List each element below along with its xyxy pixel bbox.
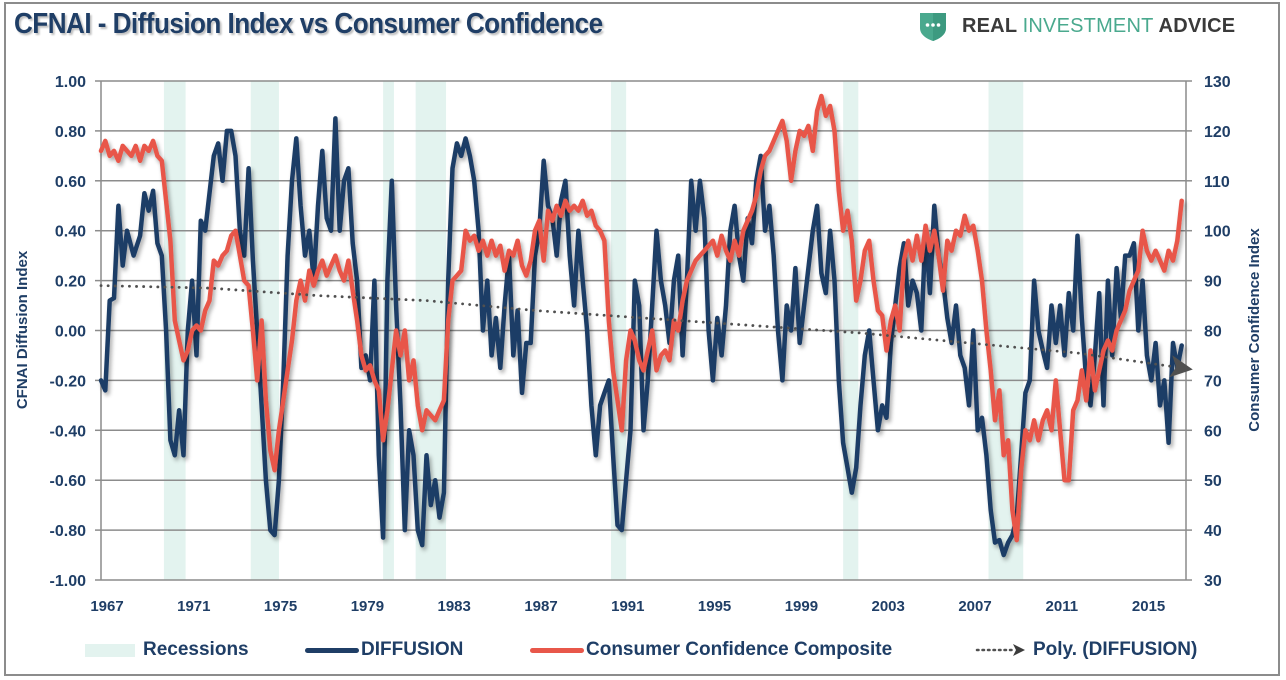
x-tick-label: 2003 — [872, 598, 905, 615]
legend-swatch-recessions — [85, 643, 135, 657]
x-tick-label: 2007 — [958, 598, 991, 615]
legend-item-consumer-confidence[interactable]: Consumer Confidence Composite — [530, 639, 892, 661]
y2-tick-label: 120 — [1204, 124, 1231, 141]
y2-tick-label: 130 — [1204, 74, 1231, 91]
y2-tick-label: 100 — [1204, 224, 1231, 241]
y2-tick-label: 70 — [1204, 373, 1222, 390]
y-tick-label: -0.40 — [50, 423, 87, 440]
brand-name: REAL INVESTMENT ADVICE — [962, 15, 1235, 38]
y-tick-label: 0.80 — [55, 124, 86, 141]
y-axis-label: CFNAI Diffusion Index — [14, 250, 31, 409]
chart-svg: 1.00 0.80 0.60 0.40 0.20 0.00 -0.20 -0.40 -0.60 -… — [14, 74, 1263, 615]
legend-label: Recessions — [143, 639, 249, 660]
legend-item-diffusion[interactable]: DIFFUSION — [305, 639, 463, 661]
y2-tick-label: 60 — [1204, 423, 1222, 440]
y2-tick-label: 90 — [1204, 274, 1222, 291]
x-tick-label: 1999 — [785, 598, 818, 615]
y2-tick-label: 50 — [1204, 473, 1222, 490]
x-tick-label: 1983 — [438, 598, 471, 615]
y-tick-label: 0.40 — [55, 224, 86, 241]
y-tick-label: 0.60 — [55, 174, 86, 191]
dotted-arrow-icon — [975, 644, 1025, 656]
brand-name-part3: ADVICE — [1153, 14, 1236, 37]
series-layer — [98, 93, 1193, 558]
x-tick-label: 1975 — [264, 598, 297, 615]
chart-frame — [4, 2, 1280, 676]
legend-label: Poly. (DIFFUSION) — [1033, 639, 1198, 660]
y-tick-label: 0.20 — [55, 274, 86, 291]
chart-legend: Recessions DIFFUSION Consumer Confidence… — [0, 639, 1286, 667]
legend-label: Consumer Confidence Composite — [586, 639, 893, 660]
legend-label: DIFFUSION — [361, 639, 464, 660]
legend-item-poly-diffusion[interactable]: Poly. (DIFFUSION) — [975, 639, 1197, 661]
x-tick-label: 1991 — [611, 598, 644, 615]
y-tick-label: -0.80 — [50, 523, 87, 540]
axes — [95, 80, 1192, 581]
y2-tick-label: 110 — [1204, 174, 1230, 191]
y2-tick-label: 30 — [1204, 573, 1222, 590]
x-tick-label: 1995 — [698, 598, 731, 615]
y-tick-label: -1.00 — [50, 573, 87, 590]
series-consumer-confidence-composite — [98, 93, 1184, 543]
y-tick-label: 0.00 — [55, 324, 86, 341]
brand-name-part1: REAL — [962, 14, 1023, 37]
x-tick-label: 2015 — [1132, 598, 1165, 615]
y2-tick-label: 80 — [1204, 324, 1222, 341]
y-tick-label: -0.20 — [50, 373, 87, 390]
legend-swatch-consumer-confidence — [530, 647, 584, 653]
x-tick-label: 1987 — [524, 598, 557, 615]
brand-logo: REAL INVESTMENT ADVICE — [918, 10, 1235, 42]
x-tick-label: 2011 — [1046, 598, 1079, 615]
y-tick-label: 1.00 — [55, 74, 86, 91]
shield-dots-icon — [920, 13, 946, 41]
y-tick-label: -0.60 — [50, 473, 87, 490]
x-tick-label: 1971 — [177, 598, 210, 615]
x-tick-label: 1979 — [351, 598, 384, 615]
legend-item-recessions[interactable]: Recessions — [85, 639, 249, 661]
x-tick-label: 1967 — [90, 598, 123, 615]
tick-labels: 1.00 0.80 0.60 0.40 0.20 0.00 -0.20 -0.40 -0.60 -… — [50, 74, 1231, 615]
y2-axis-label: Consumer Confidence Index — [1246, 228, 1263, 432]
chart-title: CFNAI - Diffusion Index vs Consumer Conf… — [14, 8, 603, 40]
series-diffusion — [98, 116, 1184, 558]
legend-swatch-diffusion — [305, 647, 359, 653]
y2-tick-label: 40 — [1204, 523, 1222, 540]
brand-name-part2: INVESTMENT — [1022, 14, 1154, 37]
